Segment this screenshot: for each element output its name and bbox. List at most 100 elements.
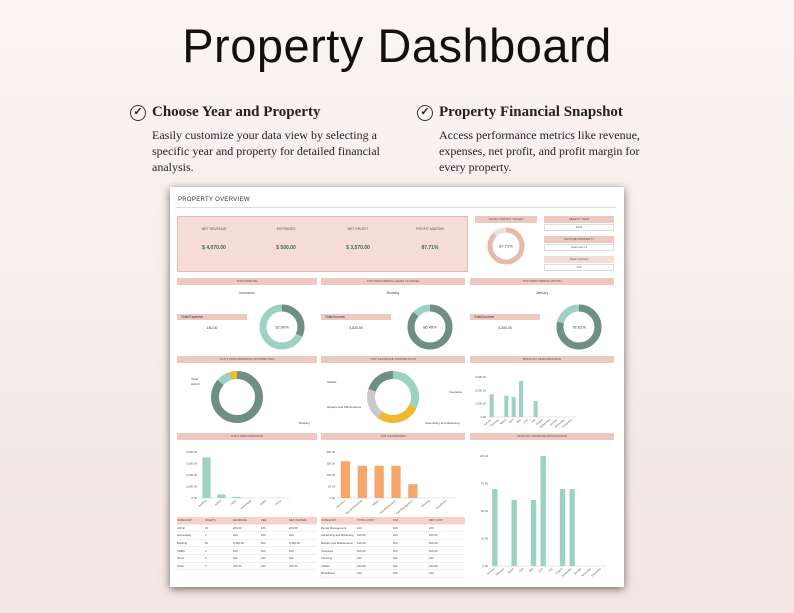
table-cell: 100.00: [357, 533, 366, 538]
table-cell: 100: [393, 571, 398, 576]
table-cell: 100: [393, 541, 398, 546]
x-tick-label: August: [535, 418, 544, 426]
x-tick-label: January: [483, 417, 493, 426]
table-cell: 160.00: [429, 548, 438, 553]
table-cell: 100.00: [357, 563, 366, 568]
x-tick-label: April: [508, 417, 515, 424]
panel-total-box: Total Income 3,200.00: [470, 314, 540, 344]
table-cell: 100: [357, 571, 362, 576]
table-cell: Cleaning: [321, 556, 333, 561]
pie-label: Repairs and Maintenance: [327, 405, 362, 409]
table-cell: 100: [393, 533, 398, 538]
panel-box-value: 3,520.00: [349, 326, 363, 330]
donut-segment: [556, 304, 602, 350]
table-row: Insurance 160.00 100 160.00: [321, 547, 465, 555]
bar: [489, 394, 494, 417]
table-cell: 100: [233, 548, 238, 553]
top-expenses-chart: 200.00150.00100.0050.000.00InsuranceAdve…: [326, 450, 455, 514]
table-cell: 100: [289, 556, 294, 561]
bar: [533, 401, 538, 417]
table-cell: 100.00: [429, 533, 438, 538]
panel-donut: 78.62%: [556, 304, 602, 350]
panel-category: Insurance: [239, 291, 255, 295]
bar: [504, 395, 509, 417]
y-tick-label: 4,000.00: [186, 450, 197, 454]
pie-label: Booking: [299, 421, 310, 425]
hero-title: Property Dashboard: [182, 19, 612, 72]
x-tick-label: VRBO: [259, 499, 267, 507]
bar: [357, 465, 367, 498]
donut-label: 32.00%: [275, 325, 289, 330]
table-cell: Other: [177, 563, 184, 568]
x-tick-label: September: [539, 418, 551, 429]
yearly-profit-target-donut: 87.71%: [487, 227, 525, 265]
expense-distribution-header: TOP 5 EXPENSE DISTRIBUTION: [321, 356, 465, 363]
table-row: Rental Management 100 100 100: [321, 525, 465, 533]
check-icon: ✓: [130, 104, 146, 121]
y-tick-label: 0.00: [483, 564, 489, 568]
table-cell: 200.00: [233, 525, 242, 530]
table-cell: 0: [205, 556, 207, 561]
x-tick-label: Direct: [274, 499, 282, 507]
table-cell: 160.00: [357, 548, 366, 553]
y-tick-label: 2,000.00: [475, 388, 486, 392]
table-header-cell: TOTAL COST: [357, 518, 375, 523]
x-tick-label: September: [561, 567, 573, 578]
table-row: Utilities 100.00 100 100.00: [321, 563, 465, 571]
x-tick-label: Rental Management: [393, 499, 414, 514]
table-cell: Direct: [177, 556, 185, 561]
table-cell: Airbnb: [177, 525, 186, 530]
table-cell: 100: [429, 556, 434, 561]
x-tick-label: July: [530, 417, 537, 423]
table-cell: 200.00: [289, 525, 298, 530]
x-tick-label: April: [518, 566, 525, 573]
table-cell: 100: [233, 556, 238, 561]
table-cell: 100: [429, 571, 434, 576]
table-cell: Booking: [177, 541, 188, 546]
feature-year-property: ✓ Choose Year and Property Easily customi…: [130, 104, 390, 175]
table-cell: 100.00: [289, 563, 298, 568]
table-cell: 100.00: [233, 563, 242, 568]
bar: [232, 496, 241, 498]
table-header-cell: FEE: [261, 518, 267, 523]
table-row: HomeAway 2 100 100 100: [177, 532, 317, 540]
table-cell: 100: [357, 556, 362, 561]
bar: [408, 484, 418, 498]
table-row: Other 3 100.00 100 100.00: [177, 563, 317, 571]
y-tick-label: 50.00: [481, 509, 488, 513]
x-tick-label: December: [590, 567, 602, 578]
kpi-profit-margin: PROFIT MARGIN 87.71%: [416, 227, 444, 251]
panel-header: TOP PERFORMING SALES CHANNEL: [321, 278, 465, 285]
choose-property-label: CHOOSE PROPERTY: [544, 236, 614, 243]
table-cell: Repairs and Maintenance: [321, 541, 353, 546]
panel-box-label: Total Income: [470, 314, 540, 320]
table-cell: 100: [289, 548, 294, 553]
select-year-dropdown[interactable]: 2024: [544, 224, 614, 231]
perf-distribution-header: TOP 5 PERFORMANCE DISTRIBUTION: [177, 356, 317, 363]
panel-box-value: 3,200.00: [498, 326, 512, 330]
x-tick-label: Utilities: [371, 498, 381, 507]
panel-donut: 32.00%: [259, 304, 305, 350]
y-tick-label: 3,000.00: [186, 462, 197, 466]
pie-label: Insurance: [449, 390, 463, 394]
y-tick-label: 1,000.00: [186, 485, 197, 489]
bar: [511, 500, 517, 566]
x-tick-label: March: [499, 417, 508, 425]
table-header-cell: CATEGORY: [321, 518, 337, 523]
table-cell: Insurance: [321, 548, 334, 553]
table-cell: 0: [205, 548, 207, 553]
table-row: Direct 0 100 100 100: [177, 555, 317, 563]
pie-label: Airbnb: [191, 382, 200, 386]
top-expenses-header: TOP 5 EXPENSES: [321, 433, 465, 440]
monthly-performance-chart: 3,000.00 2,000.00 1,000.00 0.00JanuaryFebru…: [475, 375, 576, 429]
x-tick-label: HomeAway: [239, 498, 252, 510]
table-header-cell: NET COST: [429, 518, 444, 523]
x-tick-label: November: [580, 567, 592, 578]
table-cell: 100: [233, 533, 238, 538]
choose-property-dropdown[interactable]: Apartment 4: [544, 244, 614, 251]
dashboard-sheet: PROPERTY OVERVIEW NET REVENUE $ 4,070.00 …: [170, 187, 624, 587]
y-tick-label: 1,000.00: [475, 402, 486, 406]
select-year-label: SELECT YEAR: [544, 216, 614, 223]
x-tick-label: June: [522, 417, 529, 424]
